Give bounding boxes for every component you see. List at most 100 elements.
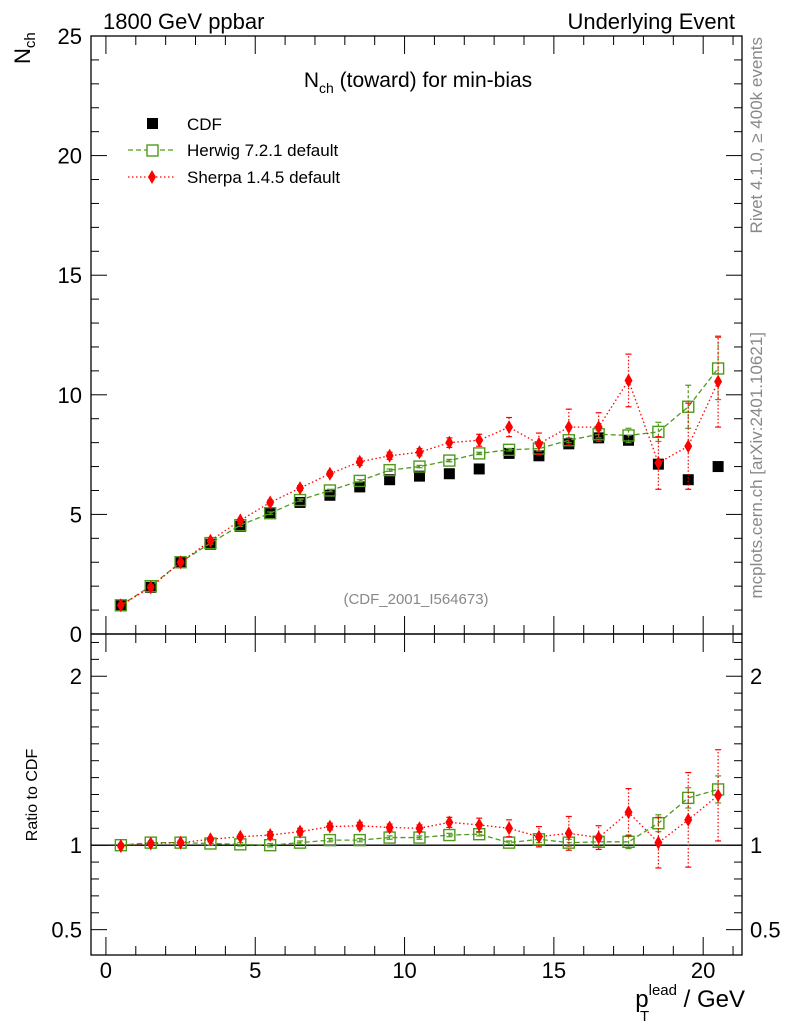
ratio-y-tick-label-left: 0.5: [51, 918, 82, 943]
main-point-cdf: [473, 463, 485, 475]
main-point-sherpa: [475, 433, 484, 448]
title-main: N: [304, 69, 319, 92]
ratio-point-sherpa: [654, 835, 663, 850]
main-point-sherpa: [654, 455, 663, 470]
analysis-id-label: (CDF_2001_I564673): [343, 591, 488, 608]
mcplots-label: mcplots.cern.ch [arXiv:2401.10621]: [747, 332, 766, 598]
x-axis-label: plead / GeV: [635, 982, 745, 1013]
ratio-point-herwig: [353, 833, 366, 847]
ratio-point-sherpa: [116, 839, 125, 854]
main-point-cdf: [712, 461, 724, 473]
main-point-sherpa: [206, 533, 215, 548]
x-tick-label: 15: [542, 958, 566, 983]
ratio-point-sherpa: [266, 828, 275, 843]
main-point-cdf: [503, 447, 515, 459]
main-y-tick-label: 0: [70, 622, 82, 647]
ratio-point-sherpa: [146, 836, 155, 851]
title-sub: ch: [319, 80, 334, 96]
legend: CDF Herwig 7.2.1 default Sherpa 1.4.5 de…: [128, 115, 340, 187]
ratio-point-sherpa: [236, 829, 245, 844]
main-point-sherpa: [385, 448, 394, 463]
main-y-tick-label: 20: [58, 144, 82, 169]
legend-label-cdf: CDF: [187, 115, 222, 134]
ratio-y-axis-label: Ratio to CDF: [24, 749, 41, 842]
main-point-sherpa: [445, 435, 454, 450]
main-point-herwig: [473, 447, 486, 460]
main-point-sherpa: [325, 466, 334, 481]
ratio-point-herwig: [443, 828, 456, 842]
ratio-point-sherpa: [385, 820, 394, 835]
main-y-axis-label: Nch: [10, 32, 39, 64]
main-point-sherpa: [116, 598, 125, 613]
main-point-herwig: [383, 463, 396, 477]
main-point-sherpa: [296, 481, 305, 496]
x-tick-label: 5: [249, 958, 261, 983]
main-point-sherpa: [505, 420, 514, 435]
main-point-sherpa: [624, 373, 633, 388]
main-point-sherpa: [146, 580, 155, 595]
ratio-point-sherpa: [684, 812, 693, 827]
legend-label-sherpa: Sherpa 1.4.5 default: [187, 168, 340, 187]
ratio-y-tick-label-right: 0.5: [750, 918, 781, 943]
ratio-y-tick-label-left: 1: [70, 833, 82, 858]
ylabel-sub: ch: [22, 32, 39, 48]
main-series-line-herwig: [120, 368, 719, 606]
ratio-point-sherpa: [564, 826, 573, 841]
legend-marker-cdf: [147, 118, 158, 129]
main-y-tick-label: 15: [58, 263, 82, 288]
ratio-point-sherpa: [594, 830, 603, 845]
main-y-tick-label: 10: [58, 383, 82, 408]
main-point-sherpa: [236, 513, 245, 528]
main-point-cdf: [384, 474, 396, 486]
main-chart-title: Nch (toward) for min-bias: [304, 69, 532, 96]
ratio-point-sherpa: [445, 815, 454, 830]
main-point-sherpa: [564, 420, 573, 435]
main-point-cdf: [294, 496, 306, 508]
ratio-point-sherpa: [296, 824, 305, 839]
main-point-sherpa: [684, 439, 693, 454]
ratio-point-sherpa: [475, 817, 484, 832]
main-point-cdf: [682, 474, 694, 486]
main-point-sherpa: [176, 555, 185, 570]
x-tick-label: 0: [100, 958, 112, 983]
main-point-cdf: [413, 470, 425, 482]
main-point-herwig: [353, 474, 366, 488]
ratio-point-sherpa: [624, 805, 633, 820]
ratio-y-tick-label-right: 1: [750, 833, 762, 858]
xlabel-main: p: [635, 986, 648, 1013]
main-point-herwig: [323, 484, 337, 497]
ratio-plot-frame: [90, 633, 743, 956]
ratio-point-sherpa: [176, 835, 185, 850]
main-point-cdf: [533, 450, 545, 462]
legend-label-herwig: Herwig 7.2.1 default: [187, 141, 338, 160]
xlabel-rest: / GeV: [677, 986, 745, 1013]
main-y-tick-label: 25: [58, 24, 82, 49]
main-point-herwig: [443, 454, 456, 467]
ratio-point-herwig: [323, 833, 337, 847]
xlabel-sup: lead: [649, 982, 677, 999]
main-series-line-sherpa: [120, 378, 719, 606]
main-point-cdf: [324, 489, 336, 501]
header-right: Underlying Event: [567, 9, 735, 34]
legend-marker-sherpa: [148, 170, 156, 184]
main-point-sherpa: [534, 436, 543, 451]
ratio-point-sherpa: [325, 819, 334, 834]
main-point-herwig: [413, 460, 426, 473]
ratio-point-sherpa: [505, 821, 514, 836]
main-point-herwig: [502, 443, 516, 457]
main-point-herwig: [652, 425, 665, 439]
ratio-point-sherpa: [206, 832, 215, 847]
ylabel-main: N: [10, 48, 35, 64]
legend-marker-herwig: [146, 144, 159, 157]
rivet-label: Rivet 4.1.0, ≥ 400k events: [747, 37, 766, 233]
main-point-herwig: [562, 434, 575, 447]
ratio-y-tick-label-right: 2: [750, 664, 762, 689]
ratio-point-sherpa: [714, 788, 723, 803]
main-point-sherpa: [355, 454, 364, 469]
xlabel-subscript: T: [640, 1008, 649, 1024]
main-point-sherpa: [266, 495, 275, 510]
ratio-point-sherpa: [415, 821, 424, 836]
x-tick-label: 20: [691, 958, 715, 983]
main-point-herwig: [622, 429, 635, 442]
ratio-point-sherpa: [355, 818, 364, 833]
